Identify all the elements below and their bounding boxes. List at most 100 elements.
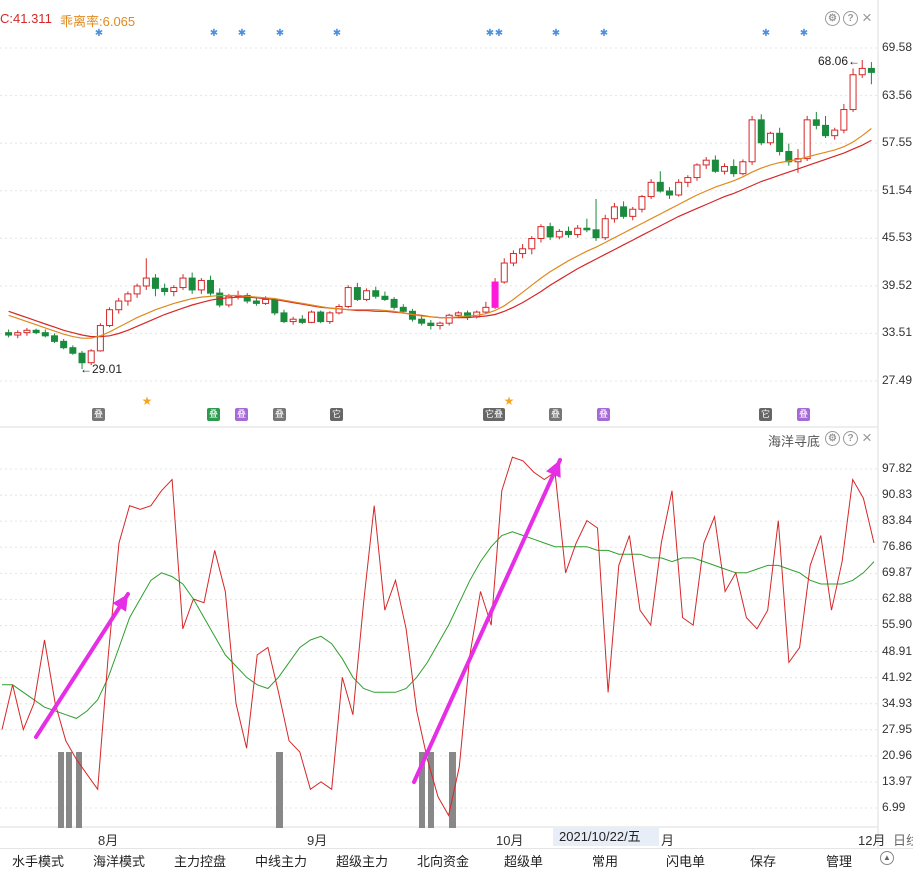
candle-body	[317, 311, 325, 323]
x-label-aug: 8月	[98, 833, 119, 848]
candle-body	[638, 196, 646, 210]
candle-body	[41, 332, 49, 337]
event-badge[interactable]: 叠	[797, 408, 810, 421]
close-icon[interactable]: ×	[862, 428, 872, 447]
trend-arrow	[412, 458, 562, 784]
candle-body	[675, 181, 683, 196]
event-badge[interactable]: 叠	[549, 408, 562, 421]
period-label-daily[interactable]: 日线	[893, 833, 913, 848]
tab-midline-main[interactable]: 中线主力	[255, 854, 308, 869]
candle-body	[106, 309, 114, 327]
tab-super-main[interactable]: 超级主力	[336, 854, 389, 869]
candle-body	[849, 74, 857, 111]
signal-bar	[419, 752, 425, 828]
tab-super-order[interactable]: 超级单	[504, 854, 544, 869]
oscillator-line	[1, 456, 875, 817]
snowflake-icon: ✱	[486, 28, 494, 39]
candle-body	[656, 181, 664, 192]
gear-icon[interactable]: ⚙	[825, 431, 840, 446]
candle-body	[161, 287, 169, 293]
trend-arrow	[34, 592, 130, 739]
lower-tick-label: 13.97	[882, 773, 913, 788]
event-badge[interactable]: 它叠	[483, 408, 505, 421]
candle-body	[170, 287, 178, 293]
candle-body	[188, 277, 196, 291]
signal-bar	[276, 752, 283, 828]
chart-canvas: ✱ ✱ ✱ ✱ ✱ ✱ ✱ ✱ ✱ ✱ ✱★ ★	[0, 0, 879, 848]
trend-arrowhead	[112, 594, 128, 612]
candle-body	[757, 119, 765, 144]
lower-tick-label: 34.93	[882, 695, 913, 710]
tab-common[interactable]: 常用	[592, 854, 619, 869]
signal-bar	[58, 752, 64, 828]
chevron-up-icon[interactable]: ▲	[880, 851, 894, 865]
event-badge[interactable]: 叠	[207, 408, 220, 421]
help-icon[interactable]: ?	[843, 431, 858, 446]
candle-body	[151, 277, 159, 289]
candle-body	[87, 350, 95, 364]
candle-body	[363, 290, 371, 300]
candle-body	[684, 177, 692, 183]
close-icon[interactable]: ×	[862, 8, 872, 27]
lower-panel-title: 海洋寻底	[768, 434, 821, 449]
candle-body	[142, 277, 150, 287]
tab-sailor-mode[interactable]: 水手模式	[12, 854, 65, 869]
candle-body	[307, 311, 315, 323]
snowflake-icon: ✱	[333, 28, 341, 39]
tab-ocean-mode[interactable]: 海洋模式	[93, 854, 146, 869]
tab-manage[interactable]: 管理	[826, 854, 853, 869]
upper-tick-label: 63.56	[882, 87, 913, 102]
candle-body	[262, 298, 270, 304]
upper-tick-label: 39.52	[882, 277, 913, 292]
candle-body	[693, 164, 701, 179]
candle-body	[739, 161, 747, 175]
candle-body	[464, 312, 472, 318]
event-badge[interactable]: 它	[759, 408, 772, 421]
candle-body	[69, 347, 77, 354]
candle-body	[115, 300, 123, 311]
high-annotation: 68.06←	[818, 54, 860, 68]
candle-body	[711, 159, 719, 172]
candle-body	[785, 150, 793, 163]
signal-bar	[449, 752, 456, 828]
candle-body	[436, 322, 444, 327]
candle-body	[372, 290, 380, 297]
snowflake-icon: ✱	[762, 28, 770, 39]
tab-flash-order[interactable]: 闪电单	[666, 854, 706, 869]
signal-bar	[428, 752, 434, 828]
event-badge[interactable]: 叠	[235, 408, 248, 421]
lower-tick-label: 6.99	[882, 800, 906, 814]
snowflake-icon: ✱	[238, 28, 246, 39]
candle-body	[601, 218, 609, 239]
upper-tick-label: 51.54	[882, 182, 913, 197]
candle-body	[32, 329, 40, 334]
star-icon: ★	[142, 394, 153, 408]
lower-tick-label: 76.86	[882, 539, 913, 554]
candle-body	[840, 109, 848, 131]
help-icon[interactable]: ?	[843, 11, 858, 26]
candle-body	[179, 277, 187, 289]
candle-body	[867, 67, 875, 73]
candle-body	[537, 226, 545, 240]
signal-bar	[76, 752, 82, 828]
tab-main-control[interactable]: 主力控盘	[174, 854, 227, 869]
low-value: 29.01	[92, 362, 123, 376]
tab-save[interactable]: 保存	[750, 854, 777, 869]
candle-body	[776, 132, 784, 152]
candle-body	[271, 298, 279, 314]
tab-northbound[interactable]: 北向资金	[417, 854, 470, 869]
candle-body	[124, 293, 132, 302]
event-badge[interactable]: 它	[330, 408, 343, 421]
lower-tick-label: 20.96	[882, 747, 913, 762]
oscillator-ma-line	[2, 531, 875, 719]
event-badge[interactable]: 叠	[273, 408, 286, 421]
lower-tick-label: 27.95	[882, 721, 913, 736]
event-badge[interactable]: 叠	[92, 408, 105, 421]
event-badge[interactable]: 叠	[597, 408, 610, 421]
high-arrow: ←	[848, 54, 861, 68]
snowflake-icon: ✱	[95, 28, 103, 39]
gear-icon[interactable]: ⚙	[825, 11, 840, 26]
lower-tick-label: 97.82	[882, 461, 913, 475]
candle-body	[730, 166, 738, 175]
candle-body	[831, 129, 839, 137]
